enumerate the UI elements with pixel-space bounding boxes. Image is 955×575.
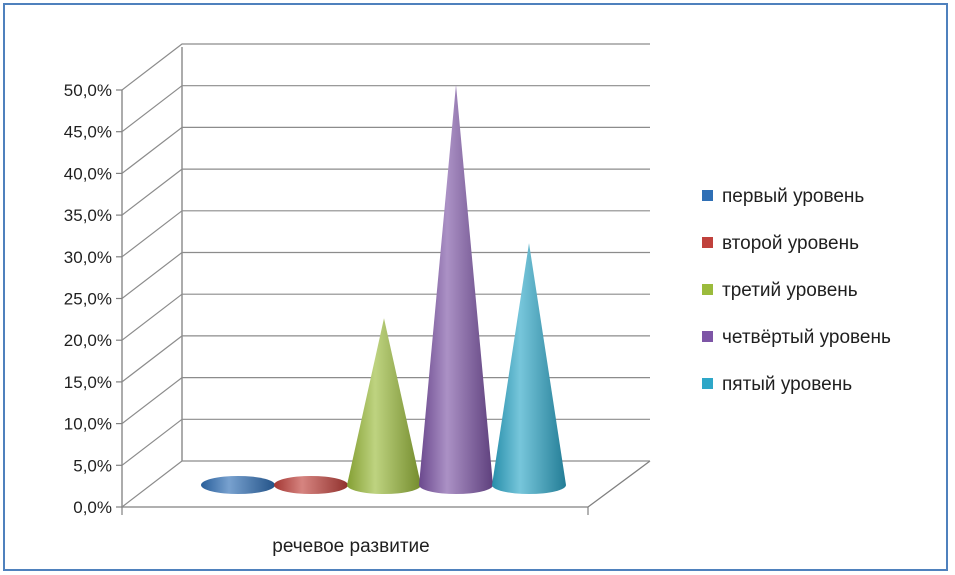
x-axis-labels: речевое развитие bbox=[272, 536, 429, 557]
y-tick-label: 30,0% bbox=[64, 248, 112, 267]
data-cones bbox=[201, 84, 566, 495]
legend-label: пятый уровень bbox=[722, 374, 852, 395]
legend: первый уровень второй уровень третий урове… bbox=[702, 186, 891, 395]
cone-2 bbox=[274, 476, 348, 494]
legend-swatch bbox=[702, 237, 713, 248]
legend-swatch bbox=[702, 331, 713, 342]
legend-label: первый уровень bbox=[722, 186, 864, 207]
legend-swatch bbox=[702, 284, 713, 295]
legend-swatch bbox=[702, 378, 713, 389]
y-tick-label: 45,0% bbox=[64, 123, 112, 142]
gridline bbox=[121, 210, 650, 258]
cone-3 bbox=[347, 318, 421, 494]
cone-5 bbox=[492, 243, 566, 494]
cone-4 bbox=[419, 84, 493, 495]
gridlines bbox=[116, 43, 650, 515]
gridline bbox=[121, 335, 650, 383]
x-category-label: речевое развитие bbox=[272, 536, 429, 557]
y-tick-label: 5,0% bbox=[73, 456, 112, 475]
gridline bbox=[121, 460, 650, 508]
gridline bbox=[121, 251, 650, 299]
y-tick-label: 50,0% bbox=[64, 81, 112, 100]
legend-label: четвёртый уровень bbox=[722, 327, 891, 348]
gridline bbox=[121, 418, 650, 466]
gridline bbox=[121, 168, 650, 216]
y-axis-tick-labels: 0,0% 5,0% 10,0% 15,0% 20,0% 25,0% 30,0% 35,0% 40… bbox=[64, 81, 112, 517]
gridline bbox=[121, 43, 650, 91]
gridline bbox=[121, 126, 650, 174]
legend-label: третий уровень bbox=[722, 280, 858, 301]
cone-1 bbox=[201, 476, 275, 494]
y-tick-label: 25,0% bbox=[64, 290, 112, 309]
y-tick-label: 20,0% bbox=[64, 331, 112, 350]
y-tick-label: 40,0% bbox=[64, 164, 112, 183]
legend-label: второй уровень bbox=[722, 233, 859, 254]
legend-swatch bbox=[702, 190, 713, 201]
gridline bbox=[121, 377, 650, 425]
y-tick-label: 0,0% bbox=[73, 498, 112, 517]
gridline bbox=[121, 85, 650, 133]
gridline bbox=[121, 293, 650, 341]
y-tick-label: 10,0% bbox=[64, 415, 112, 434]
y-tick-label: 35,0% bbox=[64, 206, 112, 225]
y-tick-label: 15,0% bbox=[64, 373, 112, 392]
